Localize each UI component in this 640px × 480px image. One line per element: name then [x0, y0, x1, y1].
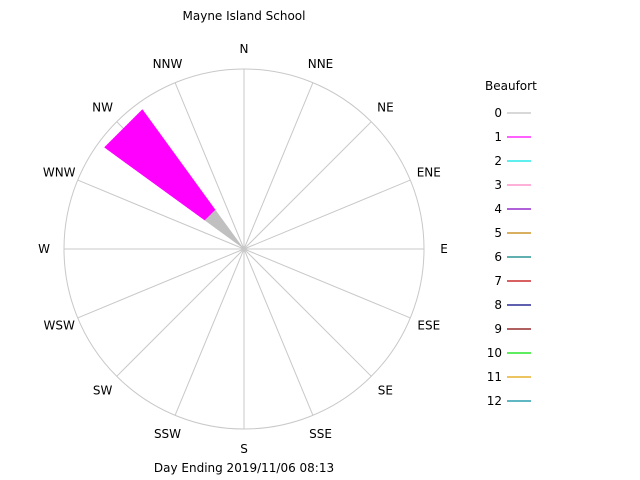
legend-label-4: 4 [494, 202, 502, 216]
polar-grid [63, 68, 425, 430]
direction-label-wnw: WNW [43, 166, 76, 180]
direction-label-w: W [38, 242, 50, 256]
direction-label-nw: NW [92, 101, 113, 115]
direction-labels: N NNE NE ENE E ESE SE SSE S SSW SW WSW W WNW NW NNW [38, 42, 448, 456]
legend-label-11: 11 [487, 370, 502, 384]
legend-label-9: 9 [494, 322, 502, 336]
spoke-nnw [174, 82, 245, 250]
legend-label-7: 7 [494, 274, 502, 288]
direction-label-sw: SW [93, 383, 113, 397]
spoke-ne [243, 121, 372, 250]
spoke-wsw [77, 248, 245, 319]
direction-label-n: N [240, 42, 249, 56]
legend-label-8: 8 [494, 298, 502, 312]
spoke-sse [243, 248, 314, 416]
direction-label-s: S [240, 442, 248, 456]
spoke-nne [243, 82, 314, 250]
direction-label-nnw: NNW [153, 57, 183, 71]
spoke-se [243, 248, 372, 377]
spoke-ese [243, 248, 411, 319]
chart-footer: Day Ending 2019/11/06 08:13 [154, 461, 334, 475]
legend-label-1: 1 [494, 130, 502, 144]
legend-label-6: 6 [494, 250, 502, 264]
petal-nw-beaufort-0 [204, 209, 244, 249]
legend-label-10: 10 [487, 346, 502, 360]
petal-nw-beaufort-1 [104, 109, 216, 221]
legend-label-12: 12 [487, 394, 502, 408]
direction-label-se: SE [378, 383, 393, 397]
direction-label-sse: SSE [309, 427, 332, 441]
spoke-sw [116, 248, 245, 377]
legend-label-2: 2 [494, 154, 502, 168]
chart-title: Mayne Island School [183, 9, 306, 23]
legend-label-5: 5 [494, 226, 502, 240]
legend-label-3: 3 [494, 178, 502, 192]
direction-label-ese: ESE [417, 319, 440, 333]
petals [104, 109, 244, 249]
direction-label-nne: NNE [308, 57, 334, 71]
direction-label-ne: NE [377, 101, 394, 115]
legend-title: Beaufort [485, 79, 537, 93]
direction-label-e: E [440, 242, 448, 256]
direction-label-ssw: SSW [154, 427, 181, 441]
direction-label-ene: ENE [417, 166, 441, 180]
spoke-ssw [174, 248, 245, 416]
direction-label-wsw: WSW [44, 319, 75, 333]
spoke-ene [243, 179, 411, 250]
legend-label-0: 0 [494, 106, 502, 120]
spoke-wnw [77, 179, 245, 250]
